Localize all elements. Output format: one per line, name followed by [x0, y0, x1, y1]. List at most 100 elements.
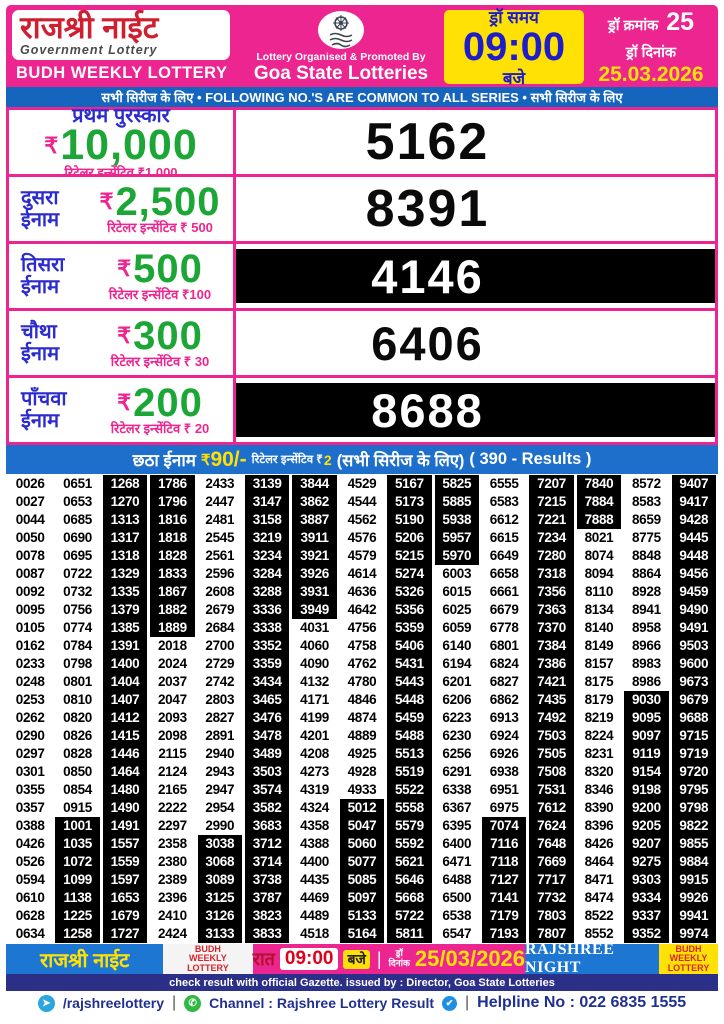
whatsapp-icon[interactable]: ✆ [184, 994, 202, 1012]
result-number-cell: 3489 [245, 745, 290, 763]
telegram-handle-link[interactable]: /rajshreelottery [62, 995, 165, 1011]
result-number-cell: 7840 [576, 475, 622, 493]
result-number-cell: 4489 [292, 907, 337, 925]
result-number-cell: 5274 [387, 565, 432, 583]
winning-number: 8391 [365, 180, 490, 238]
result-number-cell: 2433 [197, 475, 242, 493]
result-number-cell: 0801 [55, 673, 100, 691]
whatsapp-channel-link[interactable]: Channel : Rajshree Lottery Result [209, 995, 434, 1011]
result-number-cell: 0050 [8, 529, 53, 547]
result-number-cell: 5558 [387, 799, 432, 817]
result-number-cell: 3219 [245, 529, 290, 547]
result-number-cell: 8396 [576, 817, 622, 835]
result-number-cell: 2358 [150, 835, 195, 853]
result-number-cell: 1867 [150, 583, 195, 601]
result-number-cell: 7531 [529, 781, 574, 799]
prize-label: दुसरा ईनाम [21, 187, 60, 231]
rupee-symbol: ₹ [117, 390, 132, 416]
result-number-cell: 9679 [671, 691, 716, 709]
result-number-cell: 8179 [576, 691, 622, 709]
prize-row-fourth: चौथा ईनाम ₹ 300 रिटेलर इन्सेंटिव ₹ 30 640… [9, 311, 715, 375]
results-row: 0253 0810 1407 2047 2803 3465 4171 4846 5448 6206… [8, 691, 716, 709]
result-number-cell: 4756 [339, 619, 385, 637]
results-row: 0357 0915 1490 2222 2954 3582 4324 5012 5558 6367… [8, 799, 716, 817]
result-number-cell: 5173 [387, 493, 432, 511]
result-number-cell: 5957 [434, 529, 479, 547]
result-number-cell: 5513 [387, 745, 432, 763]
retailer-incentive: रिटेलर इन्सेंटिव ₹ 20 [110, 421, 210, 436]
results-row: 0050 0690 1317 1818 2545 3219 3911 4576 5206 5957… [8, 529, 716, 547]
result-number-cell: 3921 [292, 547, 337, 565]
result-number-cell: 8224 [576, 727, 622, 745]
result-number-cell: 8231 [576, 745, 622, 763]
footer-scheme-box-right: BUDH WEEKLY LOTTERY [659, 944, 719, 974]
result-number-cell: 4208 [292, 745, 337, 763]
result-number-cell: 1404 [102, 673, 148, 691]
result-number-cell: 6824 [482, 655, 527, 673]
result-number-cell: 6059 [434, 619, 479, 637]
result-number-cell: 8986 [624, 673, 669, 691]
result-number-cell: 9275 [624, 853, 669, 871]
result-number-cell: 0426 [8, 835, 53, 853]
retailer-incentive: रिटेलर इन्सेंटिव ₹1,000 [64, 164, 178, 180]
result-number-cell: 8958 [624, 619, 669, 637]
result-number-cell: 4435 [292, 871, 337, 889]
result-number-cell: 3089 [197, 871, 242, 889]
result-number-cell: 5190 [387, 511, 432, 529]
result-number-cell: 5488 [387, 727, 432, 745]
result-number-cell: 9417 [671, 493, 716, 511]
results-row: 0388 1001 1491 2297 2990 3683 4358 5047 5579 6395… [8, 817, 716, 835]
result-number-cell: 6801 [482, 637, 527, 655]
result-number-cell: 6926 [482, 745, 527, 763]
winning-number: 6406 [371, 316, 484, 370]
result-number-cell: 3434 [245, 673, 290, 691]
result-number-cell: 7141 [482, 889, 527, 907]
result-number-cell: 2024 [150, 655, 195, 673]
telegram-icon[interactable]: ➤ [37, 994, 55, 1012]
result-number-cell: 7888 [576, 511, 622, 529]
result-number-cell: 1072 [55, 853, 100, 871]
separator: | [172, 994, 177, 1011]
result-number-cell: 9926 [671, 889, 716, 907]
results-row: 0426 1035 1557 2358 3038 3712 4388 5060 5592 6400… [8, 835, 716, 853]
result-number-cell: 4889 [339, 727, 385, 745]
result-number-cell: 6201 [434, 673, 479, 691]
result-number-cell: 2018 [150, 637, 195, 655]
result-number-cell: 2396 [150, 889, 195, 907]
result-number-cell: 9855 [671, 835, 716, 853]
result-number-cell: 5522 [387, 781, 432, 799]
result-number-cell: 5215 [387, 547, 432, 565]
draw-number-value: 25 [666, 7, 695, 36]
result-number-cell: 8094 [576, 565, 622, 583]
result-number-cell: 6140 [434, 637, 479, 655]
header-center: Lottery Organised & Promoted By Goa Stat… [242, 10, 440, 84]
results-row: 0026 0651 1268 1786 2433 3139 3844 4529 5167 5825… [8, 475, 716, 493]
result-number-cell: 7435 [529, 691, 574, 709]
result-number-cell: 1464 [102, 763, 148, 781]
result-number-cell: 8134 [576, 601, 622, 619]
retailer-incentive: रिटेलर इन्सेंटिव ₹ 500 [107, 220, 213, 235]
result-number-cell: 5448 [387, 691, 432, 709]
result-number-cell: 2222 [150, 799, 195, 817]
result-number-cell: 5097 [339, 889, 385, 907]
result-number-cell: 7207 [529, 475, 574, 493]
rupee-symbol: ₹ [200, 451, 211, 469]
result-number-cell: 1882 [150, 601, 195, 619]
result-number-cell: 5811 [387, 925, 432, 943]
result-number-cell: 9198 [624, 781, 669, 799]
prize-info: पाँचवा ईनाम ₹ 200 रिटेलर इन्सेंटिव ₹ 20 [9, 378, 236, 442]
result-number-cell: 2700 [197, 637, 242, 655]
result-number-cell: 0078 [8, 547, 53, 565]
result-number-cell: 1400 [102, 655, 148, 673]
separator: | [465, 994, 470, 1011]
result-number-cell: 1391 [102, 637, 148, 655]
results-row: 0044 0685 1313 1816 2481 3158 3887 4562 5190 5938… [8, 511, 716, 529]
result-number-cell: 4642 [339, 601, 385, 619]
rupee-symbol: ₹ [117, 323, 132, 349]
result-number-cell: 3126 [197, 907, 242, 925]
prize-amount: 200 [133, 381, 203, 425]
footer-draw-date: 25/03/2026 [414, 946, 526, 971]
winning-number-cell: 8391 [236, 177, 715, 241]
results-row: 0095 0756 1379 1882 2679 3336 3949 4642 5356 6025… [8, 601, 716, 619]
result-number-cell: 0722 [55, 565, 100, 583]
